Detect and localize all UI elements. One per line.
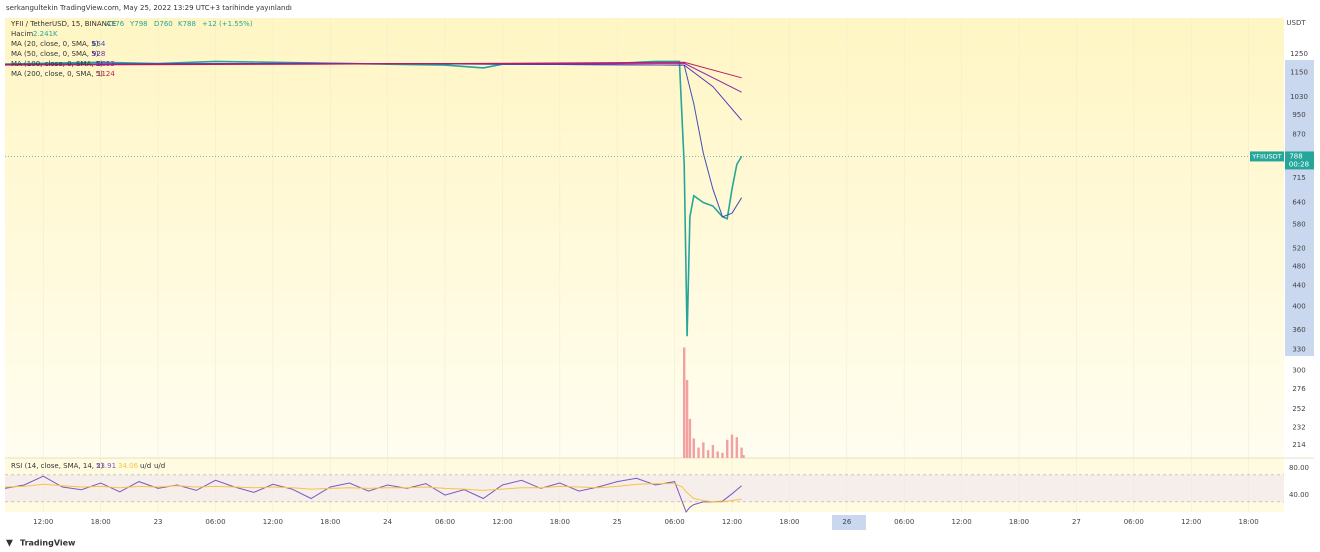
volume-bar (682, 347, 686, 458)
legend-rsi-value: 53.91 (96, 462, 116, 470)
x-tick-label: 18:00 (779, 518, 799, 526)
y-tick-label: 1030 (1290, 93, 1308, 101)
x-tick-label: 06:00 (1124, 518, 1144, 526)
y-tick-label: 580 (1292, 220, 1305, 228)
axis-highlight (1285, 60, 1314, 356)
legend-ma-value: 1124 (97, 70, 115, 78)
volume-bar (711, 445, 715, 458)
y-tick-label: 360 (1292, 326, 1305, 334)
x-tick-label: 26 (842, 518, 851, 526)
price-pane (5, 18, 1284, 458)
legend-ohlc: Y798 (129, 20, 148, 28)
volume-bar (688, 419, 692, 458)
legend-ma: MA (50, close, 0, SMA, 5) (11, 50, 99, 58)
currency: USDT (1286, 19, 1306, 27)
y-tick-label: 276 (1292, 385, 1306, 393)
volume-bar (685, 380, 689, 458)
y-tick-label: 480 (1292, 262, 1305, 270)
y-tick-label: 300 (1292, 366, 1305, 374)
legend-change: +12 (+1.55%) (202, 20, 253, 28)
x-tick-label: 12:00 (722, 518, 742, 526)
x-tick-label: 24 (383, 518, 392, 526)
footer: TradingView (20, 539, 76, 548)
volume-bar (716, 451, 719, 458)
y-tick-label: 232 (1292, 423, 1305, 431)
x-tick-label: 27 (1072, 518, 1081, 526)
y-tick-label: 440 (1292, 282, 1305, 290)
legend-rsi-status: u/d (154, 462, 165, 470)
countdown: 00:28 (1289, 160, 1309, 168)
x-tick-label: 12:00 (492, 518, 512, 526)
volume-bar (697, 447, 700, 458)
x-tick-label: 06:00 (894, 518, 914, 526)
x-tick-label: 06:00 (205, 518, 225, 526)
x-tick-label: 12:00 (1181, 518, 1201, 526)
legend-ma-value: 1053 (97, 60, 115, 68)
legend-ohlc: D760 (154, 20, 173, 28)
volume-bar (692, 438, 695, 458)
series-line (4, 475, 742, 513)
legend-volume-value: 2.241K (33, 30, 58, 38)
y-tick-label: 214 (1292, 441, 1306, 449)
x-tick-label: 12:00 (263, 518, 283, 526)
price-tag-value: 788 (1289, 152, 1302, 160)
x-tick-label: 06:00 (665, 518, 685, 526)
y-tick-label: 1150 (1290, 69, 1308, 77)
legend-rsi-value: 34.06 (118, 462, 139, 470)
y-tick-label: 330 (1292, 345, 1305, 353)
legend-ohlc: A776 (106, 20, 125, 28)
legend-volume: Hacim (11, 30, 33, 38)
legend-ma: MA (20, close, 0, SMA, 5) (11, 40, 99, 48)
legend-symbol: YFII / TetherUSD, 15, BINANCE (10, 20, 116, 28)
ticker: YFIIUSDT (1251, 152, 1281, 160)
y-tick-label: 1250 (1290, 50, 1308, 58)
header: serkangultekin TradingView.com, May 25, … (6, 4, 292, 12)
series-line (4, 483, 742, 503)
price-tag (1285, 151, 1314, 170)
volume-bar (735, 437, 739, 458)
legend-ma: MA (200, close, 0, SMA, 5) (11, 70, 103, 78)
volume-bar (721, 452, 724, 458)
x-tick-label: 25 (613, 518, 622, 526)
x-tick-label: 18:00 (550, 518, 570, 526)
y-tick-label: 520 (1292, 245, 1305, 253)
legend-ma-value: 654 (92, 40, 106, 48)
y-tick-label: 870 (1292, 131, 1305, 139)
volume-bar (726, 439, 729, 458)
legend-ohlc: K788 (178, 20, 196, 28)
logo: ▼ (6, 539, 13, 549)
volume-bar (740, 447, 743, 458)
volume-bar (742, 455, 745, 458)
volume-bar (706, 450, 710, 458)
y-tick-label: 80.00 (1289, 464, 1309, 472)
y-tick-label: 715 (1292, 174, 1305, 182)
volume-bar (730, 434, 734, 458)
y-tick-label: 252 (1292, 405, 1305, 413)
legend-rsi-status: u/d (140, 462, 151, 470)
x-tick-label: 18:00 (91, 518, 111, 526)
legend-ma: MA (100, close, 0, SMA, 5) (11, 60, 103, 68)
y-tick-label: 40.00 (1289, 491, 1309, 499)
rsi-band (5, 474, 1284, 502)
x-highlight (832, 515, 866, 530)
series-line (4, 61, 742, 79)
x-tick-label: 18:00 (320, 518, 340, 526)
y-tick-label: 950 (1292, 111, 1305, 119)
y-tick-label: 640 (1292, 199, 1305, 207)
x-tick-label: 18:00 (1239, 518, 1259, 526)
volume-bar (702, 442, 705, 458)
x-tick-label: 12:00 (952, 518, 972, 526)
x-tick-label: 23 (154, 518, 163, 526)
legend-rsi: RSI (14, close, SMA, 14, 2) (11, 462, 104, 470)
x-tick-label: 18:00 (1009, 518, 1029, 526)
x-tick-label: 12:00 (33, 518, 53, 526)
x-tick-label: 06:00 (435, 518, 455, 526)
ticker-tag (1250, 151, 1284, 162)
y-tick-label: 400 (1292, 303, 1305, 311)
legend-ma-value: 928 (92, 50, 105, 58)
